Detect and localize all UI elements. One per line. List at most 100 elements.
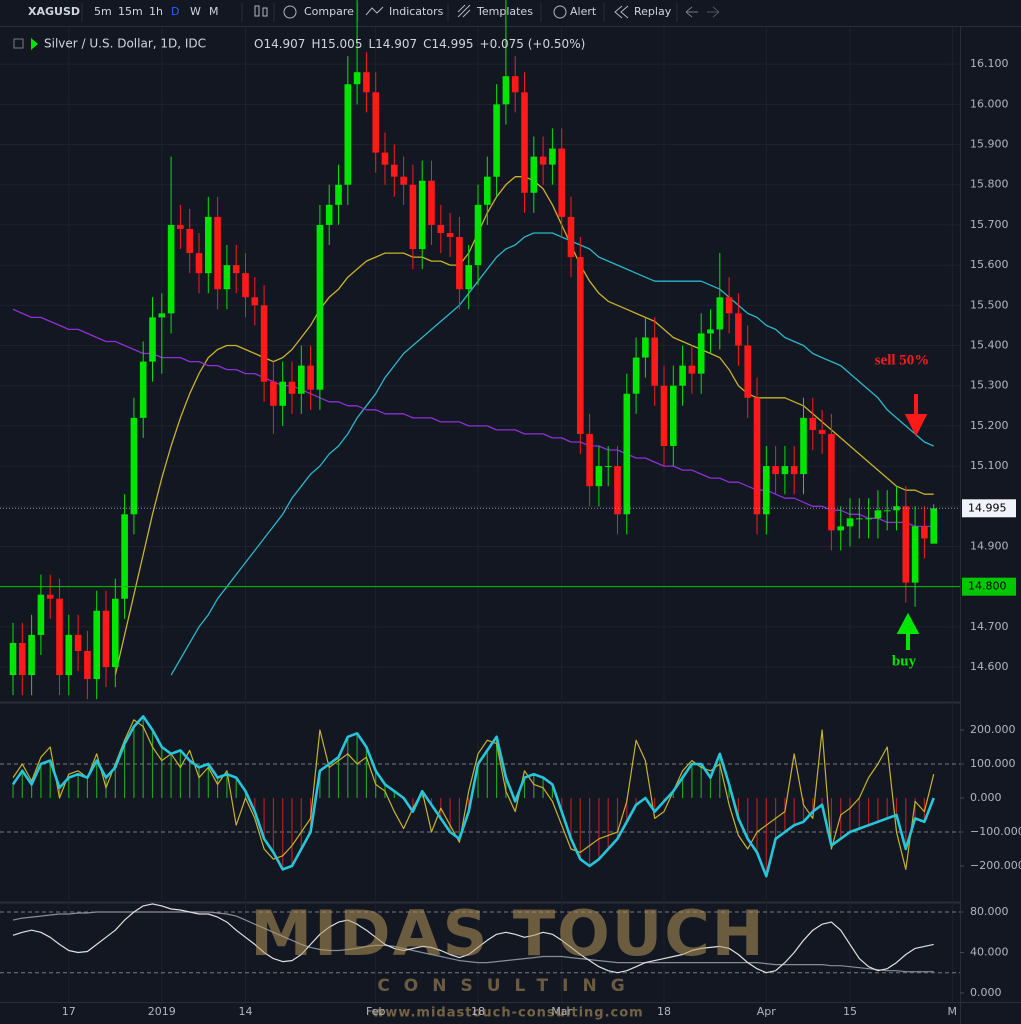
compare-icon[interactable] (283, 5, 297, 19)
candle-body (409, 184, 417, 250)
symbol[interactable]: XAGUSD (28, 5, 80, 18)
candle-body (549, 148, 556, 165)
legend-value: H15.005 (311, 37, 362, 51)
candle-body (828, 433, 835, 531)
candle-body (37, 594, 45, 635)
watermark-url: www.midastouch-consulting.com (372, 1006, 643, 1021)
candle-body (521, 92, 528, 193)
candle-body (418, 180, 426, 250)
legend-value: +0.075 (+0.50%) (480, 37, 586, 51)
y-tick-label: 200.000 (970, 723, 1016, 736)
indicator-line (12, 719, 935, 870)
y-tick-label: 40.000 (970, 945, 1009, 958)
y-tick-label: 16.100 (970, 57, 1009, 70)
candle-body (670, 385, 677, 446)
candle-body (567, 216, 575, 258)
candle-body (112, 598, 119, 668)
candle-body (837, 526, 844, 531)
toolbar-button[interactable]: Indicators (389, 5, 444, 18)
legend-title: Silver / U.S. Dollar, 1D, IDC (44, 37, 206, 51)
candle-body (911, 526, 919, 583)
y-tick-label: −200.000 (970, 859, 1021, 872)
candle-body (865, 518, 872, 520)
y-tick-label: 15.700 (970, 218, 1009, 231)
moving-average (12, 308, 934, 528)
x-tick-label: 2019 (148, 1005, 176, 1018)
indicator-line (11, 715, 935, 878)
interval[interactable]: 1h (149, 5, 163, 18)
candle-body (298, 365, 305, 394)
toolbar-button[interactable]: Alert (570, 5, 597, 18)
interval[interactable]: W (190, 5, 201, 18)
interval[interactable]: 15m (118, 5, 143, 18)
y-tick-label: 15.900 (970, 138, 1009, 151)
candle-body (716, 297, 724, 330)
x-tick-label: Apr (757, 1005, 777, 1018)
candle-body (856, 518, 863, 520)
y-tick-label: 0.000 (970, 791, 1002, 804)
candle-body (84, 650, 91, 680)
legend-value: L14.907 (368, 37, 417, 51)
price-tag (962, 577, 1016, 596)
candle-body (223, 265, 231, 290)
y-tick-label: 100.000 (970, 757, 1016, 770)
y-tick-label: 15.400 (970, 339, 1009, 352)
legend-values: O14.907 H15.005 L14.907 C14.995 +0.075 (+0.5… (254, 37, 585, 51)
candle-body (874, 510, 882, 519)
toolbar-button[interactable]: Compare (304, 5, 354, 18)
y-tick-label: 15.300 (970, 379, 1009, 392)
candle-body (846, 518, 854, 527)
candle-body (539, 156, 547, 165)
toolbar-button[interactable]: Templates (476, 5, 533, 18)
candle-body (511, 76, 519, 93)
candle-body (307, 365, 314, 390)
toolbar-button[interactable]: Replay (634, 5, 672, 18)
candle-body (242, 273, 249, 298)
y-tick-label: 15.200 (970, 419, 1009, 432)
candle-body (632, 357, 640, 394)
interval-active[interactable]: D (171, 5, 179, 18)
candle-body (93, 610, 100, 680)
interval[interactable]: M (209, 5, 219, 18)
candle-body (781, 466, 789, 475)
candle-body (446, 232, 454, 237)
candle-body (651, 337, 658, 386)
indicators-icon[interactable] (365, 6, 384, 16)
price-tag (962, 499, 1016, 518)
candle-body (74, 634, 82, 651)
x-tick-label: 17 (62, 1005, 76, 1018)
legend-collapse-icon[interactable] (13, 38, 24, 49)
alert-icon[interactable] (553, 5, 567, 19)
interval[interactable]: 5m (94, 5, 112, 18)
candle-body (818, 429, 826, 434)
candle-body (130, 417, 138, 515)
candle-body (167, 224, 175, 314)
redo-icon[interactable] (707, 6, 720, 18)
candle-body (679, 365, 686, 386)
candle-body (177, 224, 184, 229)
replay-icon[interactable] (614, 5, 629, 19)
candle-body (697, 333, 705, 374)
candle-body (428, 180, 435, 225)
moving-average (170, 232, 934, 676)
candle-body (325, 204, 333, 225)
candle-body (474, 204, 482, 266)
candle-body (139, 361, 147, 418)
candle-body (502, 76, 510, 105)
legend-symbol-icon (31, 38, 38, 50)
candle-body (344, 84, 352, 185)
toolbar (0, 0, 1021, 26)
templates-icon[interactable] (457, 4, 471, 18)
candle-body (288, 381, 296, 394)
y-tick-label: 80.000 (970, 905, 1009, 918)
candle-body (744, 345, 751, 398)
undo-icon[interactable] (685, 6, 698, 18)
candle-body (391, 164, 398, 177)
candle-body (465, 265, 472, 290)
candle-body (251, 297, 259, 306)
candle-style-icon[interactable] (254, 5, 268, 17)
candle-body (577, 257, 584, 434)
candle-body (735, 313, 742, 346)
candle-body (707, 329, 714, 334)
